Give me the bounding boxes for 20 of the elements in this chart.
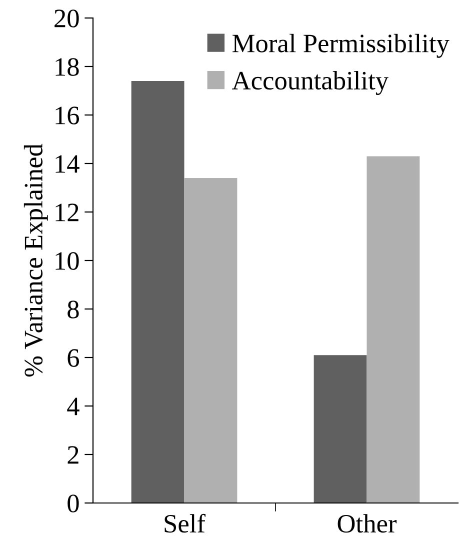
y-tick-label: 12 — [56, 204, 78, 222]
legend-label: Moral Permissibility — [232, 34, 450, 58]
y-tick-label: 18 — [56, 58, 79, 76]
y-tick-label: 14 — [56, 155, 80, 173]
y-tick-label: 16 — [56, 106, 80, 124]
bar — [131, 81, 184, 503]
y-tick-label: 0 — [68, 494, 79, 512]
y-tick-label: 4 — [67, 398, 80, 416]
y-tick-label: 8 — [68, 300, 79, 318]
y-axis-title: % Variance Explained — [24, 144, 48, 377]
x-tick-label: Other — [338, 514, 397, 533]
y-tick-label: 20 — [54, 10, 79, 28]
bar — [366, 156, 420, 503]
y-tick-label: 6 — [68, 349, 80, 367]
bar — [314, 355, 367, 503]
legend-label: Accountability — [232, 71, 388, 96]
bar — [184, 178, 238, 503]
x-tick-label: Self — [164, 514, 206, 533]
y-tick-label: 10 — [56, 252, 79, 270]
y-tick-label: 2 — [68, 446, 78, 464]
